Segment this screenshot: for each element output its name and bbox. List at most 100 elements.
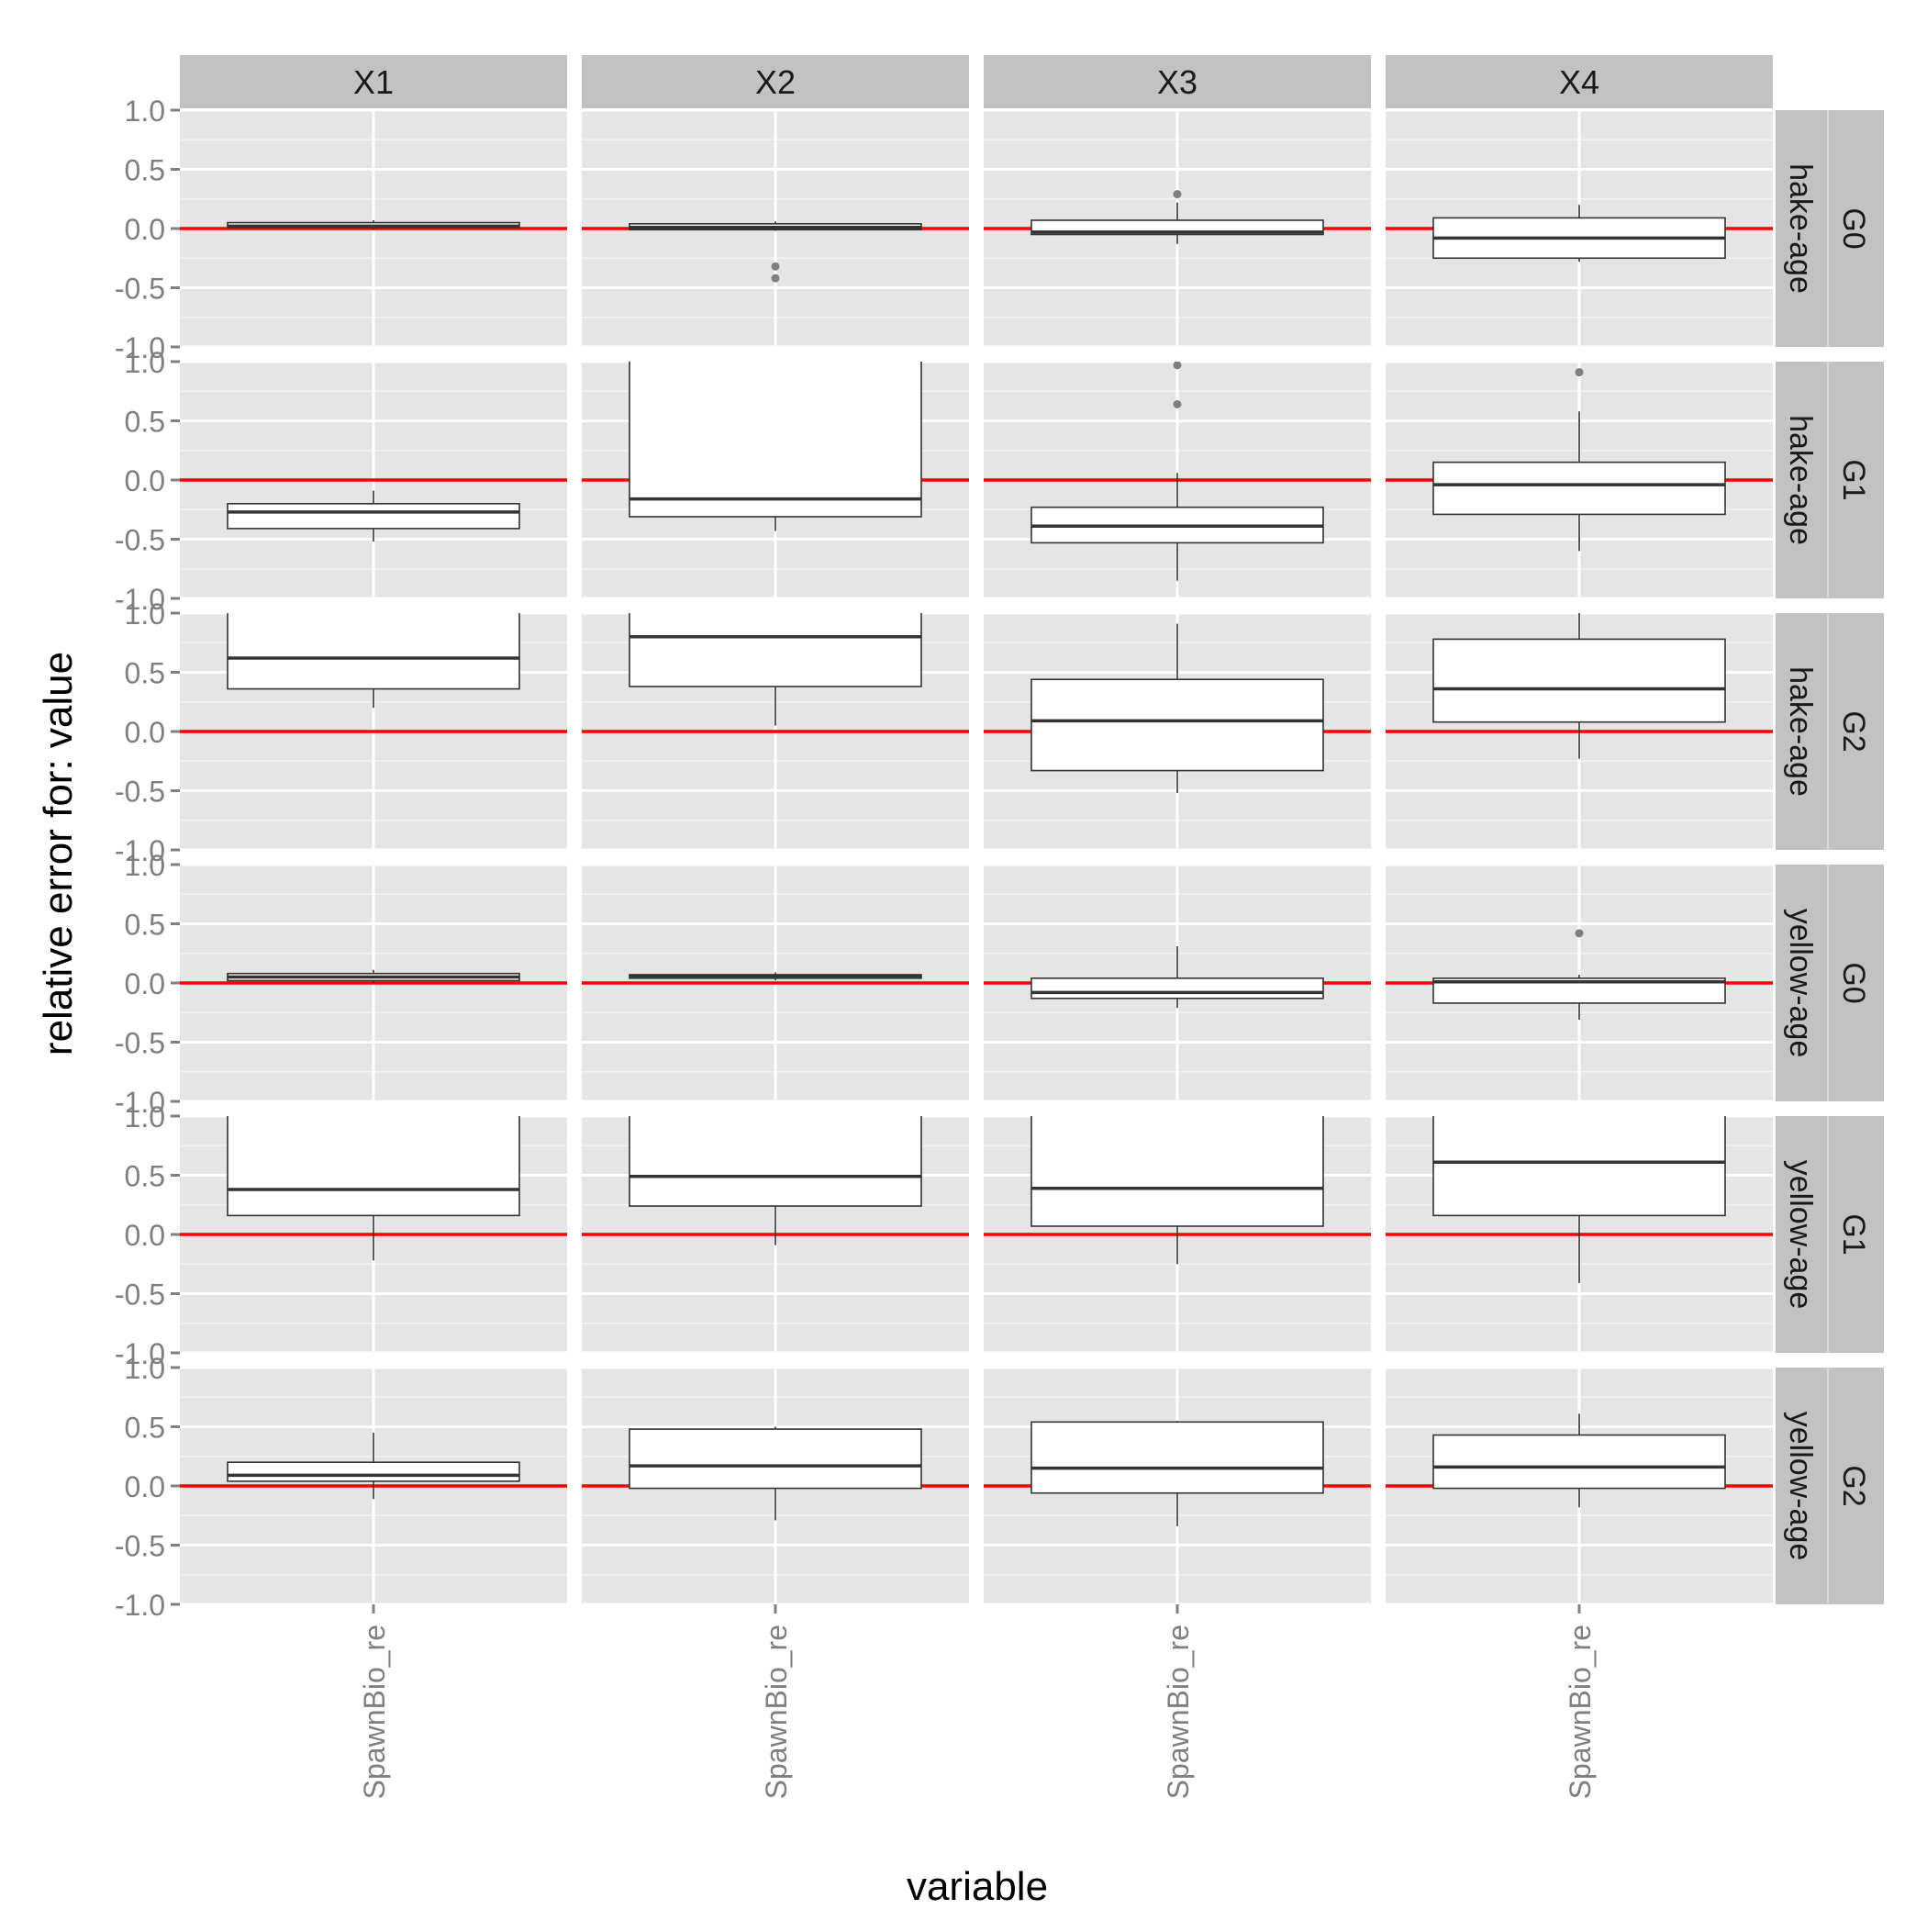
row-strip-group-label: G2 (1836, 710, 1871, 752)
panel (984, 1368, 1371, 1604)
box (227, 613, 520, 690)
y-tick-label: -1.0 (115, 583, 165, 616)
panel (180, 865, 567, 1101)
outlier-point (1173, 190, 1182, 199)
row-strip-group-label: G1 (1836, 1213, 1871, 1255)
column-strip (180, 55, 567, 108)
x-tick-label: SpawnBio_re (760, 1625, 793, 1799)
column-strip (1386, 55, 1773, 108)
panel (1386, 110, 1773, 347)
column-strip (582, 55, 969, 108)
y-tick-label: -1.0 (115, 1589, 165, 1622)
panels-layer (180, 110, 1773, 1604)
panel (582, 362, 969, 598)
y-tick-label: 0.0 (125, 716, 165, 749)
outlier-point (1173, 362, 1182, 370)
panel (582, 613, 969, 850)
y-tick-label: -1.0 (115, 1086, 165, 1119)
y-tick-label: -0.5 (115, 524, 165, 557)
y-tick-label: -0.5 (115, 1279, 165, 1312)
box (227, 1461, 520, 1482)
y-tick-label: -1.0 (115, 1337, 165, 1370)
y-tick-label: -1.0 (115, 834, 165, 867)
x-tick-label: SpawnBio_re (1162, 1625, 1195, 1799)
outlier-point (1173, 399, 1182, 408)
box (1030, 977, 1324, 1000)
row-strip-group-label: G0 (1836, 962, 1871, 1003)
y-tick-label: 0.0 (125, 967, 165, 1000)
panel (984, 613, 1371, 850)
row-strip-model-label: hake-age (1783, 666, 1818, 797)
box (1030, 1116, 1324, 1227)
row-strip (1776, 110, 1884, 347)
box (1432, 461, 1726, 516)
row-strip (1776, 1116, 1884, 1353)
axes-layer: -1.0-0.50.00.51.0-1.0-0.50.00.51.0-1.0-0… (115, 95, 1597, 1799)
y-tick-label: 1.0 (125, 1352, 165, 1385)
panel (984, 110, 1371, 347)
box (227, 1116, 520, 1217)
row-strip (1776, 613, 1884, 850)
outlier-point (771, 274, 780, 283)
panel (180, 110, 567, 347)
y-tick-label: 1.0 (125, 849, 165, 882)
box (629, 362, 922, 518)
column-strip (984, 55, 1371, 108)
box (1432, 638, 1726, 723)
y-tick-label: -0.5 (115, 273, 165, 306)
box (227, 502, 520, 530)
box (629, 1428, 922, 1490)
box (1030, 1421, 1324, 1494)
row-strip-group-label: G0 (1836, 207, 1871, 249)
column-strip-label: X2 (755, 63, 796, 101)
y-tick-label: 0.5 (125, 1160, 165, 1193)
y-tick-label: 0.0 (125, 464, 165, 497)
y-tick-label: 0.0 (125, 1219, 165, 1252)
y-axis-title: relative error for: value (36, 652, 81, 1055)
panel (1386, 613, 1773, 850)
panel (1386, 1116, 1773, 1353)
column-strip-label: X3 (1157, 63, 1197, 101)
panel (180, 362, 567, 598)
y-tick-label: 1.0 (125, 95, 165, 128)
panel (582, 1116, 969, 1353)
row-strip-model-label: yellow-age (1783, 1160, 1818, 1310)
panel (1386, 1368, 1773, 1604)
y-tick-label: 0.5 (125, 406, 165, 439)
box (1030, 678, 1324, 772)
strips-layer: X1 X2 X3 X4 hake-age G0 hake-age G1 hake-age G2 ye… (180, 55, 1884, 1604)
panel (1386, 865, 1773, 1101)
box (1432, 1116, 1726, 1217)
box (629, 1116, 922, 1207)
y-tick-label: -0.5 (115, 776, 165, 809)
row-strip (1776, 362, 1884, 598)
y-tick-label: 0.0 (125, 213, 165, 246)
panel (180, 613, 567, 850)
panel (984, 362, 1371, 598)
box (629, 613, 922, 687)
y-tick-label: 0.5 (125, 154, 165, 187)
outlier-point (771, 262, 780, 271)
outlier-point (1575, 368, 1584, 377)
panel (180, 1116, 567, 1353)
row-strip-model-label: yellow-age (1783, 1412, 1818, 1561)
y-tick-label: 0.5 (125, 1412, 165, 1445)
y-tick-label: 0.5 (125, 657, 165, 690)
panel (984, 1116, 1371, 1353)
y-tick-label: 0.5 (125, 909, 165, 942)
y-tick-label: -0.5 (115, 1530, 165, 1563)
row-strip (1776, 1368, 1884, 1604)
row-strip-model-label: hake-age (1783, 415, 1818, 545)
panel (984, 865, 1371, 1101)
box (1432, 1434, 1726, 1490)
panel (582, 110, 969, 347)
y-tick-label: -0.5 (115, 1027, 165, 1060)
panel (1386, 362, 1773, 598)
column-strip-label: X1 (353, 63, 394, 101)
row-strip (1776, 865, 1884, 1101)
x-tick-label: SpawnBio_re (358, 1625, 391, 1799)
row-strip-model-label: hake-age (1783, 163, 1818, 294)
row-strip-group-label: G1 (1836, 459, 1871, 500)
